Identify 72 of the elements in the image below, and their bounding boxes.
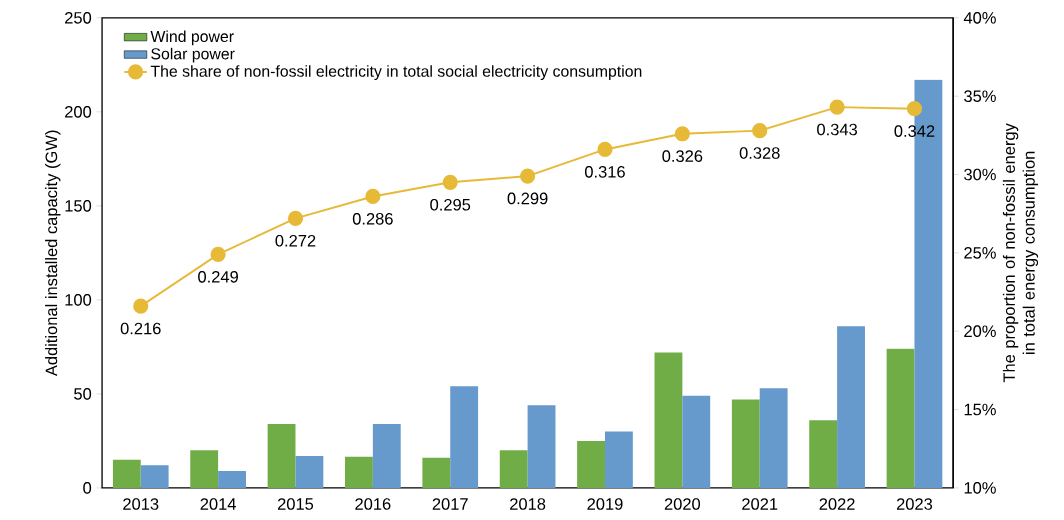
x-tick-label: 2022 <box>819 498 855 511</box>
x-tick-label: 2017 <box>432 498 468 511</box>
bar <box>837 326 865 489</box>
x-tick-label: 2018 <box>510 498 546 511</box>
y-tick-label: 100 <box>65 294 92 306</box>
point <box>365 189 381 205</box>
y2-axis-title: The proportion of non-fossil energy in total energy consumption <box>1002 123 1039 383</box>
data-label: 0.328 <box>739 147 780 160</box>
x-tick-label: 2023 <box>896 498 933 511</box>
bar <box>731 399 760 489</box>
x-tick-label: 2015 <box>277 498 314 511</box>
y-axis-title: Additional installed capacity (GW) <box>45 130 61 377</box>
y2-tick-label: 35% <box>964 90 996 103</box>
point <box>133 298 149 314</box>
x-tick-label: 2016 <box>355 498 391 511</box>
data-label: 0.326 <box>662 150 703 163</box>
data-label: 0.299 <box>507 192 548 205</box>
y2-tick-label: 25% <box>964 247 996 259</box>
bar <box>190 450 219 489</box>
bar <box>112 459 141 489</box>
bar <box>527 405 556 489</box>
bar <box>372 424 401 489</box>
point <box>442 174 458 191</box>
y2-tick-label: 15% <box>964 403 996 416</box>
data-label: 0.286 <box>352 213 393 225</box>
x-tick-label: 2013 <box>123 498 159 511</box>
bar <box>577 441 605 489</box>
data-label: 0.272 <box>275 235 316 247</box>
legend-label: Wind power <box>150 30 234 46</box>
y-tick-label: 200 <box>65 106 92 118</box>
bar <box>886 348 915 489</box>
data-label: 0.249 <box>198 271 238 283</box>
bar <box>422 458 451 489</box>
bar <box>604 431 633 489</box>
point <box>752 123 768 139</box>
x-tick-label: 2021 <box>742 498 778 511</box>
point <box>287 211 304 227</box>
data-label: 0.343 <box>817 123 857 136</box>
legend-label: The share of non-fossil electricity in total social electricity consumption <box>150 65 642 81</box>
data-label: 0.342 <box>894 125 935 138</box>
y2-tick-label: 20% <box>964 325 996 338</box>
legend-label: Solar power <box>151 48 235 63</box>
x-tick-label: 2020 <box>664 498 701 511</box>
y-tick-label: 250 <box>65 12 92 24</box>
data-label: 0.295 <box>430 199 471 211</box>
bar <box>140 465 169 489</box>
data-label: 0.216 <box>120 322 161 335</box>
bar <box>218 471 246 489</box>
y2-tick-label: 10% <box>964 482 996 494</box>
point <box>674 126 690 142</box>
x-tick-label: 2014 <box>200 498 236 511</box>
bar <box>295 456 324 489</box>
bar <box>499 450 528 489</box>
y2-tick-label: 40% <box>963 12 996 24</box>
point <box>597 142 613 158</box>
y-tick-label: 150 <box>65 200 92 212</box>
bar <box>809 420 838 489</box>
point <box>210 247 226 263</box>
bar <box>267 424 296 489</box>
bar <box>450 386 479 489</box>
bar <box>759 388 788 489</box>
point <box>520 168 536 184</box>
y-tick-label: 0 <box>83 482 92 494</box>
x-tick-label: 2019 <box>587 498 623 511</box>
point <box>829 99 845 115</box>
y-tick-label: 50 <box>74 388 92 400</box>
bar <box>654 352 683 489</box>
y2-tick-label: 30% <box>964 168 996 181</box>
bar <box>682 395 711 489</box>
data-label: 0.316 <box>584 166 625 178</box>
point <box>906 101 923 117</box>
bar <box>345 457 373 489</box>
